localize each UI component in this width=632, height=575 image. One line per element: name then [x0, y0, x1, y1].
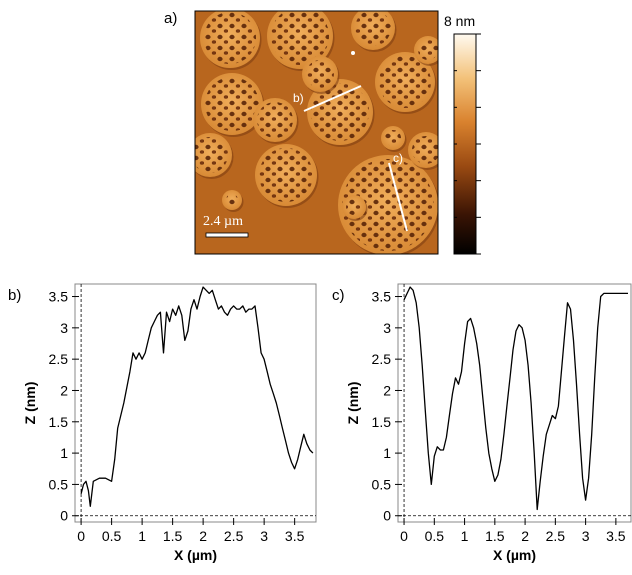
scan-line-b-label: b): [293, 91, 304, 105]
x-tick-label: 2.5: [546, 528, 566, 544]
afm-domain-pores: [418, 40, 438, 60]
x-tick-label: 1: [461, 528, 469, 544]
y-tick-label: 0: [383, 508, 391, 524]
y-tick-label: 3: [60, 320, 68, 336]
data-series-line: [403, 286, 628, 511]
scale-bar-label: 2.4 µm: [203, 214, 243, 229]
data-series-line: [80, 286, 314, 507]
x-tick-label: 0: [400, 528, 408, 544]
x-tick-label: 1: [138, 528, 146, 544]
y-tick-label: 0: [60, 508, 68, 524]
y-tick-label: 1.5: [49, 414, 69, 430]
plot-b: 0 0.5 1 1.5 2 2.5 3 3.5 0 0.5 1 1.5 2 2.5 3 3.5 X (µm) Z …: [22, 283, 317, 563]
scan-line-b: [303, 85, 362, 112]
y-tick-label: 1: [383, 445, 391, 461]
y-tick-label: 0.5: [49, 476, 69, 492]
afm-domain-pores: [205, 77, 259, 131]
y-tick-label: 1: [60, 445, 68, 461]
afm-domain-pores: [379, 56, 431, 108]
colorbar: 8 nm: [444, 13, 481, 255]
y-tick-label: 1.5: [372, 414, 392, 430]
afm-domain-pores: [204, 12, 256, 64]
scan-line-c-label: c): [393, 151, 403, 165]
colorbar-max-label: 8 nm: [444, 13, 475, 29]
y-tick-label: 3: [383, 320, 391, 336]
afm-domain-pores: [271, 11, 329, 65]
panel-b-label: b): [8, 287, 21, 304]
y-axis-title: Z (nm): [345, 382, 361, 425]
x-tick-label: 2: [199, 528, 207, 544]
afm-image: b) c) 2.4 µm: [195, 11, 438, 254]
y-tick-label: 2: [60, 382, 68, 398]
y-tick-label: 2.5: [372, 351, 392, 367]
afm-domains: [195, 11, 438, 254]
afm-domain-pores: [342, 159, 434, 251]
plot-frame: [397, 283, 632, 523]
colorbar-gradient: [453, 33, 477, 255]
afm-domain-pores: [346, 199, 362, 215]
afm-domain-pores: [226, 194, 238, 206]
afm-domain-pores: [195, 137, 228, 173]
plot-frame: [74, 283, 317, 523]
colorbar-ticks: [454, 33, 481, 255]
x-axis-title: X (µm): [493, 547, 536, 563]
x-tick-label: 3.5: [285, 528, 305, 544]
x-tick-label: 3: [260, 528, 268, 544]
x-tick-label: 0: [77, 528, 85, 544]
afm-domain-pores: [257, 102, 293, 138]
x-tick-label: 3.5: [606, 528, 626, 544]
x-tick-label: 2.5: [224, 528, 244, 544]
plot-c: 0 0.5 1 1.5 2 2.5 3 3.5 0 0.5 1 1.5 2 2.5 3 3.5 X (µm) Z …: [345, 283, 632, 563]
marker-dot: [351, 51, 355, 55]
x-tick-label: 0.5: [425, 528, 445, 544]
x-tick-label: 1.5: [485, 528, 505, 544]
afm-domain-pores: [355, 11, 391, 46]
x-tick-label: 1.5: [163, 528, 183, 544]
y-tick-label: 3.5: [372, 289, 392, 305]
x-axis-title: X (µm): [174, 547, 217, 563]
afm-domain-pores: [385, 130, 401, 146]
y-tick-label: 2: [383, 382, 391, 398]
y-tick-label: 2.5: [49, 351, 69, 367]
afm-domain-pores: [311, 83, 369, 141]
scan-line-c: [388, 162, 408, 232]
x-tick-label: 2: [521, 528, 529, 544]
x-tick-label: 3: [582, 528, 590, 544]
afm-domain-pores: [412, 136, 438, 164]
y-tick-label: 0.5: [372, 476, 392, 492]
x-tick-label: 0.5: [102, 528, 122, 544]
y-axis-title: Z (nm): [22, 382, 38, 425]
panel-a-label: a): [164, 10, 177, 27]
panel-c-label: c): [332, 287, 345, 304]
afm-frame: [194, 10, 439, 255]
afm-domain-pores: [306, 60, 334, 88]
y-tick-label: 3.5: [49, 289, 69, 305]
scale-bar: [205, 232, 249, 238]
afm-domain-pores: [259, 148, 313, 202]
